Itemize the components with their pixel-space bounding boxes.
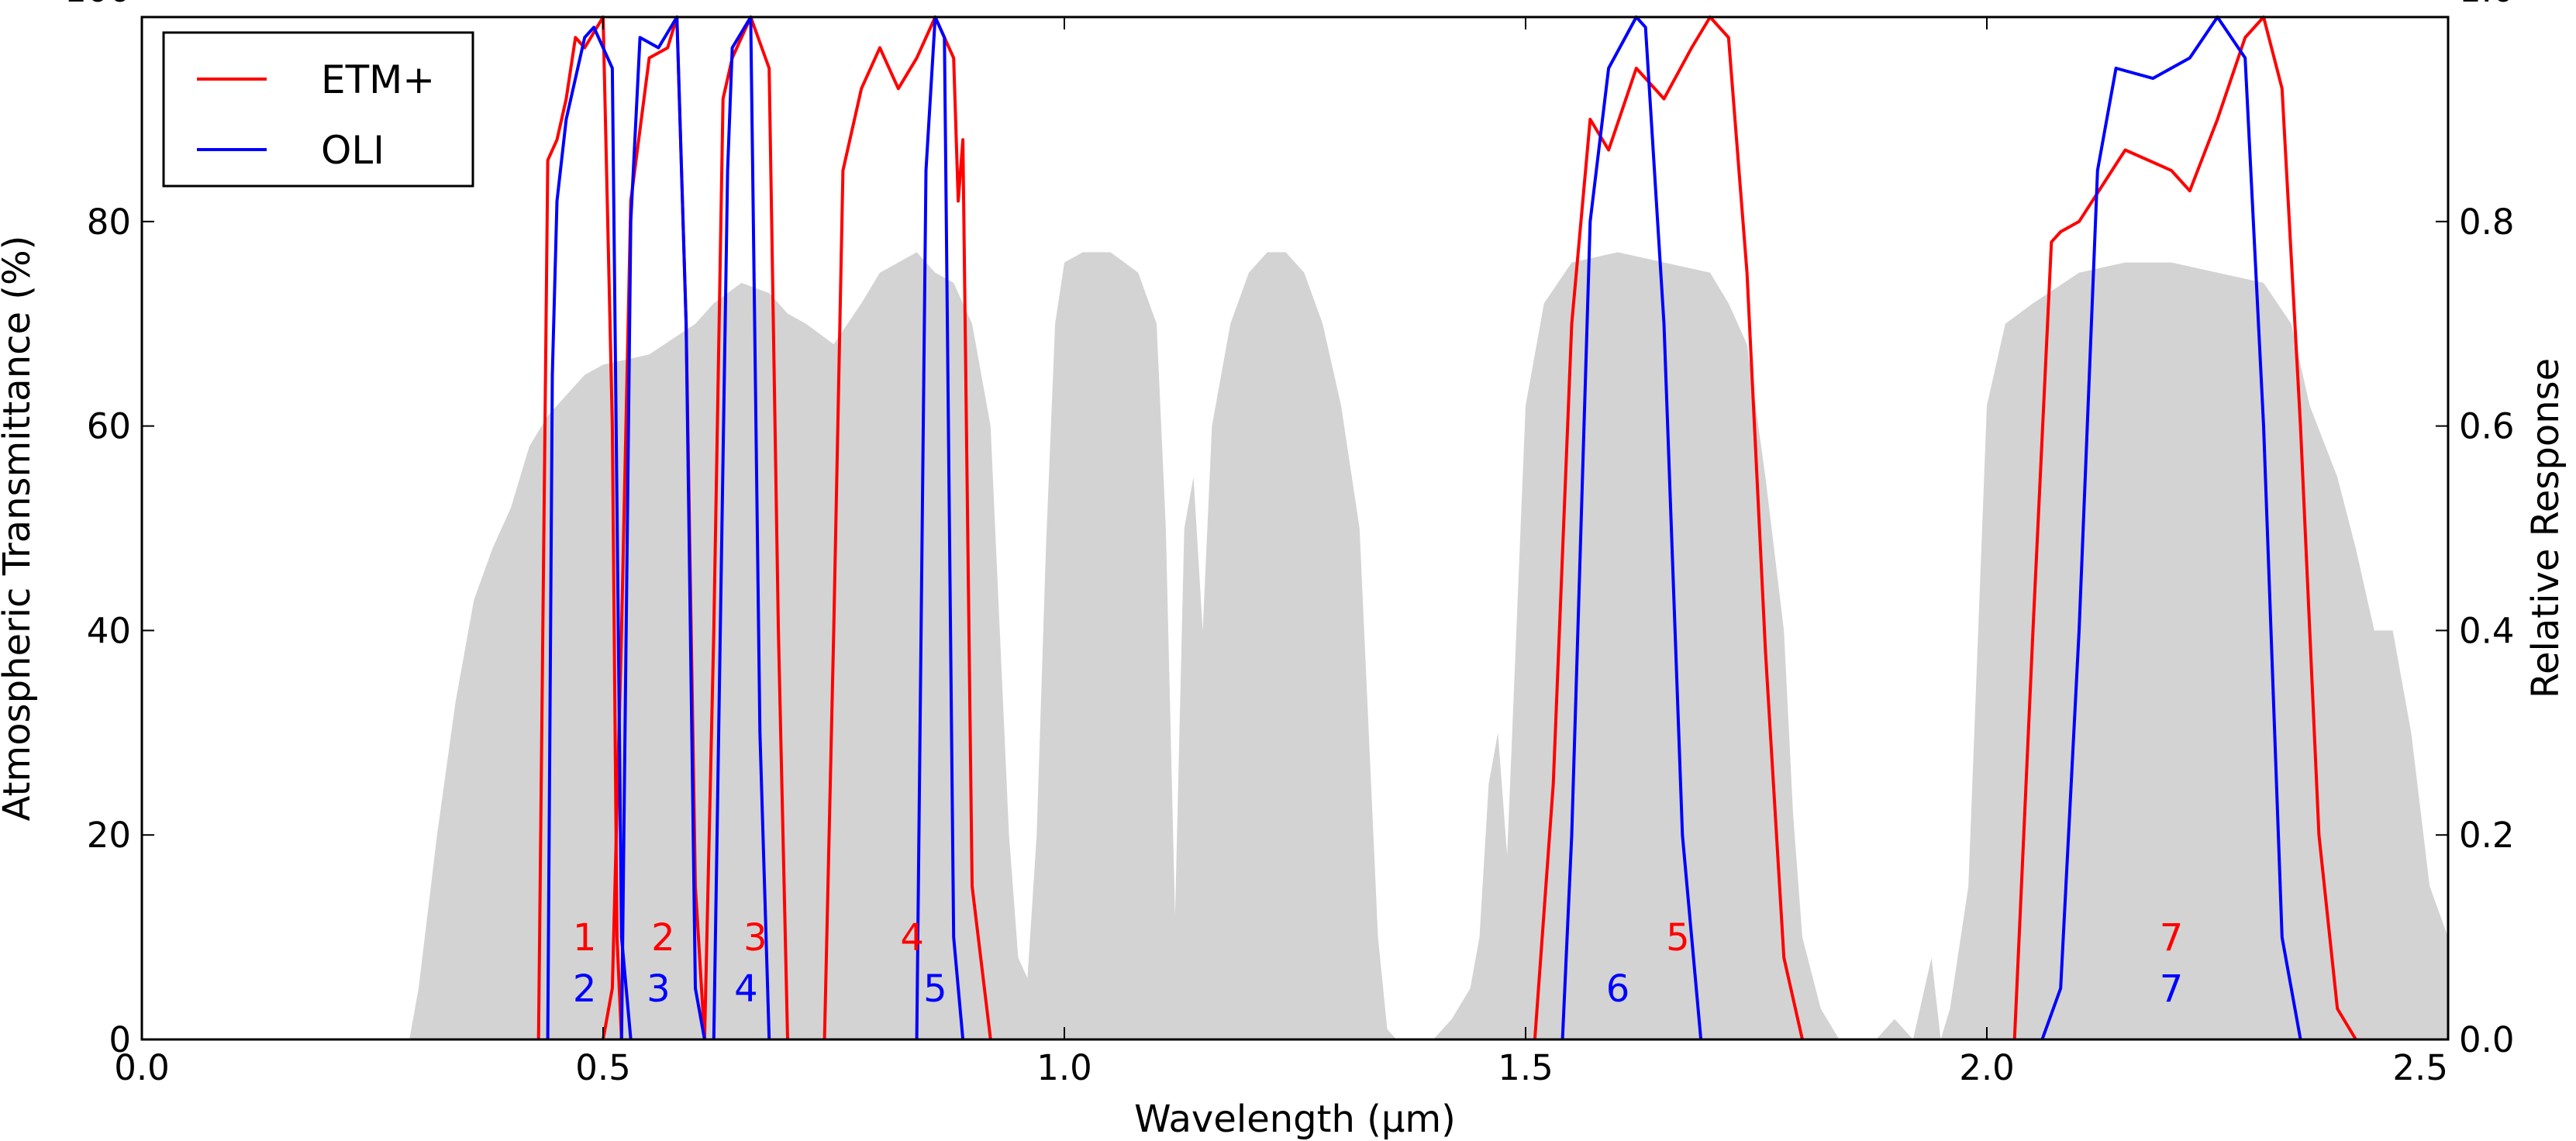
etm-band-label-7: 7	[2160, 916, 2184, 960]
y-tick-label: 80	[87, 202, 131, 243]
x-tick-label: 1.5	[1498, 1047, 1554, 1088]
etm-band-4-curve	[822, 16, 992, 1040]
etm-band-7-curve	[2012, 16, 2357, 1041]
etm-band-5-curve	[1533, 16, 1804, 1040]
oli-band-label-7: 7	[2160, 967, 2184, 1011]
y-tick-label: 40	[87, 610, 131, 651]
x-tick-label: 1.0	[1036, 1047, 1092, 1088]
etm-band-label-1: 1	[573, 916, 597, 960]
oli-band-4-curve	[712, 16, 771, 1040]
legend-label: OLI	[321, 128, 385, 173]
oli-band-label-6: 6	[1606, 967, 1630, 1011]
etm-band-3-curve	[702, 16, 789, 1040]
y-tick-label: 20	[87, 815, 131, 856]
oli-band-label-4: 4	[734, 967, 758, 1011]
etm-band-1-curve	[536, 16, 623, 1040]
y2-tick-label: 0.4	[2459, 610, 2515, 651]
y-axis-title: Atmospheric Transmittance (%)	[0, 236, 39, 822]
y2-tick-label: 0.8	[2459, 202, 2515, 243]
y-tick-label: 100	[64, 0, 131, 10]
x-tick-label: 2.5	[2392, 1047, 2448, 1088]
y2-tick-label: 0.6	[2459, 406, 2515, 447]
etm-band-label-3: 3	[743, 916, 767, 960]
y-tick-label: 0	[109, 1019, 131, 1060]
x-tick-label: 0.5	[575, 1047, 631, 1088]
etm-band-label-5: 5	[1666, 916, 1690, 960]
legend: ETM+ OLI	[162, 31, 474, 188]
oli-band-5-curve	[915, 16, 965, 1040]
band-labels: 1 2 3 4 5 72 3 4 5 6 7	[573, 916, 2183, 1011]
etm-band-label-2: 2	[651, 916, 675, 960]
y2-tick-label: 0.0	[2459, 1019, 2515, 1060]
plot-area	[409, 16, 2448, 1041]
oli-band-label-3: 3	[647, 967, 671, 1011]
oli-band-label-2: 2	[573, 967, 597, 1011]
plot-frame	[140, 16, 2450, 1041]
oli-band-3-curve	[619, 16, 706, 1040]
x-axis-title: Wavelength (μm)	[1134, 1098, 1456, 1141]
etm-band-label-4: 4	[900, 916, 924, 960]
oli-band-7-curve	[2040, 16, 2302, 1040]
y-tick-label: 60	[87, 406, 131, 447]
x-tick-label: 2.0	[1959, 1047, 2015, 1088]
y2-tick-label: 0.2	[2459, 815, 2515, 856]
legend-label: ETM+	[321, 57, 435, 102]
y2-axis-title: Relative Response	[2524, 358, 2567, 698]
oli-band-label-5: 5	[923, 967, 947, 1011]
oli-band-2-curve	[546, 26, 633, 1040]
x-tick-label: 0.0	[114, 1047, 170, 1088]
y2-tick-label: 1.0	[2459, 0, 2515, 10]
legend-box	[162, 31, 474, 188]
